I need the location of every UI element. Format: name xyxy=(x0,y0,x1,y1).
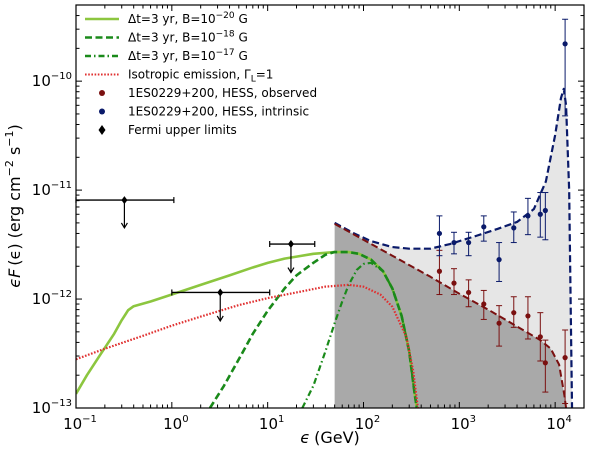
fermi-ul-arrowhead-1 xyxy=(216,315,224,323)
y-tick-label-0: 10−13 xyxy=(32,398,72,417)
legend-entry-cascade-b20: Δt=3 yr, B=10−20 G xyxy=(85,11,248,26)
y-axis-label-arg: (ϵ) xyxy=(5,243,24,265)
legend-label-isotropic: Isotropic emission, ΓL=1 xyxy=(128,68,273,85)
hess-observed-point-5 xyxy=(511,310,517,316)
hess-intrinsic-point-5 xyxy=(511,225,517,231)
y-axis-label-unit-mid: s xyxy=(5,147,24,160)
hess-observed-point-1 xyxy=(451,280,457,286)
series-line-3 xyxy=(76,283,420,408)
y-tick-label-3: 10−10 xyxy=(32,71,72,90)
y-axis-label-unit-close: ) xyxy=(5,124,24,130)
fermi-ul-marker-1 xyxy=(217,288,224,297)
y-axis-label-unit-open: (erg cm xyxy=(5,176,24,238)
fermi-ul-marker-2 xyxy=(287,240,294,249)
y-tick-label-2: 10−11 xyxy=(32,180,72,199)
fermi-ul-marker-0 xyxy=(121,196,128,205)
legend-label-fermi-ul: Fermi upper limits xyxy=(128,123,237,137)
hess-observed-point-3 xyxy=(481,301,487,307)
legend-label-cascade-b17: Δt=3 yr, B=10−17 G xyxy=(128,48,248,63)
hess-intrinsic-point-9 xyxy=(562,41,568,47)
hess-observed-point-0 xyxy=(436,268,443,274)
y-axis-label-unit-exp2: −1 xyxy=(3,131,16,147)
x-tick-label-3: 102 xyxy=(355,414,380,433)
x-tick-label-0: 10−1 xyxy=(63,414,97,433)
y-axis-label-prefix: ϵF xyxy=(5,268,24,288)
legend-label-cascade-b18: Δt=3 yr, B=10−18 G xyxy=(128,30,248,45)
legend-swatch-hess-observed xyxy=(99,90,105,96)
hess-observed-point-9 xyxy=(562,355,568,361)
legend-label-hess-observed: 1ES0229+200, HESS, observed xyxy=(128,86,317,100)
y-tick-label-1: 10−12 xyxy=(32,289,72,308)
hess-intrinsic-point-2 xyxy=(466,239,472,246)
shaded-regions xyxy=(334,88,573,408)
x-tick-label-2: 101 xyxy=(259,414,284,433)
hess-observed-point-7 xyxy=(537,334,543,340)
axis-ticks: 10−1 100 101 102 103 104 10−13 10−12 10−11 10−10 xyxy=(32,4,585,433)
legend-swatch-fermi-ul xyxy=(98,125,106,135)
legend: Δt=3 yr, B=10−20 G Δt=3 yr, B=10−18 G Δt=3… xyxy=(85,11,317,137)
x-tick-label-1: 100 xyxy=(163,414,188,433)
series-line-2 xyxy=(301,261,418,408)
legend-entry-fermi-ul: Fermi upper limits xyxy=(98,123,237,137)
hess-intrinsic-point-1 xyxy=(451,239,457,246)
hess-observed-point-8 xyxy=(542,360,548,366)
hess-observed-point-2 xyxy=(466,289,472,296)
fermi-ul-arrowhead-0 xyxy=(120,222,128,230)
hess-observed-point-4 xyxy=(496,320,502,326)
hess-observed-point-6 xyxy=(525,313,531,319)
legend-label-cascade-b20: Δt=3 yr, B=10−20 G xyxy=(128,11,248,26)
legend-label-hess-intrinsic: 1ES0229+200, HESS, intrinsic xyxy=(128,105,309,119)
fermi-ul-arrowhead-2 xyxy=(287,267,295,274)
legend-entry-cascade-b17: Δt=3 yr, B=10−17 G xyxy=(85,48,248,63)
hess-intrinsic-point-0 xyxy=(436,230,443,237)
model-curves xyxy=(76,87,574,408)
legend-entry-isotropic: Isotropic emission, ΓL=1 xyxy=(85,68,273,85)
x-axis-label-unit: (GeV) xyxy=(314,428,360,447)
data-points xyxy=(75,18,569,404)
shaded-region-observed-band xyxy=(334,223,567,408)
series-line-1 xyxy=(208,250,419,408)
legend-entry-hess-intrinsic: 1ES0229+200, HESS, intrinsic xyxy=(99,105,309,119)
x-tick-label-5: 104 xyxy=(546,414,571,433)
hess-intrinsic-point-7 xyxy=(537,211,543,217)
shaded-region-intrinsic-band xyxy=(334,88,573,408)
x-axis-label-symbol: ϵ xyxy=(300,428,310,447)
hess-intrinsic-point-4 xyxy=(496,257,502,263)
y-axis-label-unit-exp1: −2 xyxy=(3,160,16,176)
hess-intrinsic-point-6 xyxy=(525,213,531,219)
x-axis-label: ϵ (GeV) xyxy=(300,428,360,447)
hess-intrinsic-point-8 xyxy=(542,207,548,214)
x-tick-label-4: 103 xyxy=(451,414,476,433)
series-line-5 xyxy=(334,222,568,408)
series-line-4 xyxy=(334,87,574,408)
legend-entry-cascade-b18: Δt=3 yr, B=10−18 G xyxy=(85,30,248,45)
y-axis-label: ϵF (ϵ) (erg cm−2 s−1) xyxy=(3,124,24,288)
legend-swatch-hess-intrinsic xyxy=(99,108,105,115)
hess-intrinsic-point-3 xyxy=(481,224,487,230)
legend-entry-hess-observed: 1ES0229+200, HESS, observed xyxy=(99,86,317,100)
